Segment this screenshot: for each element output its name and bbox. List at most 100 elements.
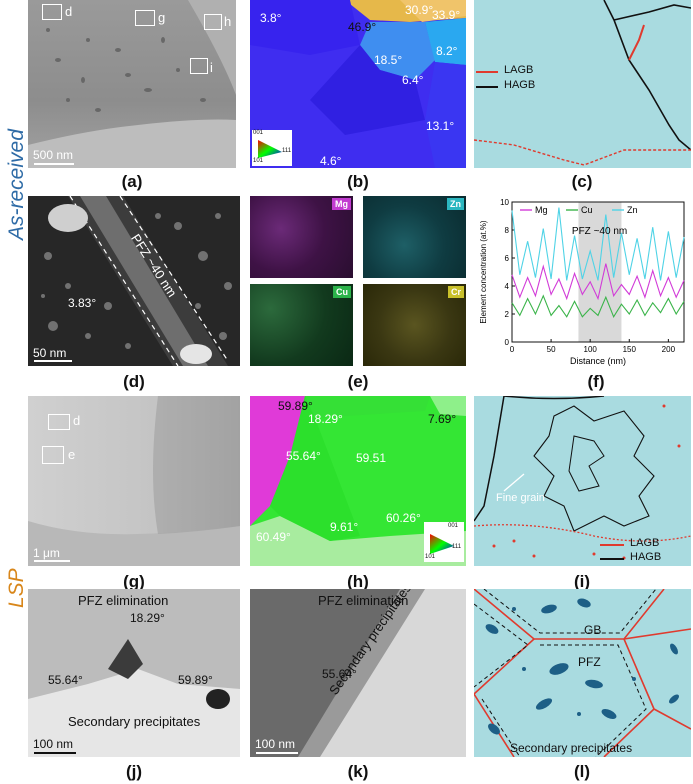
lagb-line-icon bbox=[476, 71, 498, 73]
pfz-annotation: PFZ ~40 nm bbox=[572, 226, 627, 237]
panel-e-label-cu: Cu bbox=[333, 286, 351, 298]
panel-h-angle-1: 59.89° bbox=[278, 399, 313, 413]
caption-d: (d) bbox=[123, 372, 145, 391]
panel-a-box-label-d: d bbox=[65, 4, 73, 19]
panel-h-key-top: 001 bbox=[448, 523, 459, 529]
y-tick-label: 10 bbox=[500, 198, 509, 207]
panel-a-box-label-g: g bbox=[158, 10, 166, 25]
panel-j-scale-bar bbox=[34, 752, 76, 754]
panel-g-box-e bbox=[42, 446, 64, 464]
x-tick-label: 100 bbox=[584, 345, 598, 354]
panel-d-scale-label: 50 nm bbox=[33, 346, 67, 360]
caption-f: (f) bbox=[587, 372, 605, 391]
panel-b-angle-1: 3.8° bbox=[260, 11, 282, 25]
panel-k-microstructure bbox=[250, 589, 466, 757]
x-tick-label: 150 bbox=[623, 345, 637, 354]
panel-b-key-bottom: 101 bbox=[253, 158, 264, 164]
panel-a-box-label-h: h bbox=[224, 14, 232, 29]
panel-e-eds-mg: Mg bbox=[250, 196, 353, 278]
panel-b-angle-2: 30.9° bbox=[405, 3, 434, 17]
ipf-triangle-icon bbox=[258, 140, 282, 158]
panel-c-legend-hagb: HAGB bbox=[504, 79, 536, 91]
panel-j-microstructure bbox=[28, 589, 240, 757]
caption-a: (a) bbox=[121, 172, 143, 191]
series-line-zn bbox=[511, 207, 685, 281]
x-axis-label: Distance (nm) bbox=[570, 356, 626, 366]
panel-i-boundary-map: Fine grain LAGB HAGB bbox=[474, 396, 691, 566]
panel-g-box-d bbox=[48, 414, 70, 430]
hagb-line-icon bbox=[476, 86, 498, 88]
x-tick-label: 200 bbox=[662, 345, 676, 354]
panel-h-ebsd-map: 59.89° 18.29° 7.69° 55.64° 59.51 60.49° … bbox=[250, 396, 466, 566]
legend-label-cu: Cu bbox=[581, 205, 593, 215]
panel-g-scale-bar bbox=[34, 560, 70, 562]
side-label-as-received: As-received bbox=[5, 129, 28, 240]
panel-h-ipf-key: 001 111 101 bbox=[424, 522, 464, 562]
panel-a-microstructure bbox=[28, 0, 236, 168]
panel-b-key-right: 111 bbox=[282, 148, 292, 154]
panel-b-angle-6: 8.2° bbox=[436, 44, 458, 58]
panel-g-box-label-e: e bbox=[68, 447, 76, 462]
panel-c-boundary-map: LAGB HAGB bbox=[474, 0, 691, 168]
panel-l-gb-label: GB bbox=[584, 623, 602, 637]
panel-a-box-label-i: i bbox=[210, 60, 213, 75]
panel-f-line-chart: 0 50 100 150 200 0 2 4 6 8 10 Distance (nm) Element … bbox=[476, 190, 693, 375]
legend-label-mg: Mg bbox=[535, 205, 548, 215]
panel-k-angle: 55.64° bbox=[322, 667, 357, 681]
panel-b-ipf-key: 001 111 101 bbox=[252, 130, 292, 166]
panel-a-box-g bbox=[135, 10, 155, 26]
y-tick-label: 6 bbox=[505, 254, 510, 263]
panel-d-pfz bbox=[41, 196, 232, 366]
panel-k-tem-image: PFZ elimination 55.64° Secondary precipi… bbox=[250, 589, 466, 757]
panel-l-pfz-label: PFZ bbox=[578, 655, 601, 669]
panel-d-stem-image: PFZ ~40 nm 3.83° 50 nm bbox=[28, 196, 240, 366]
panel-c-legend: LAGB HAGB bbox=[476, 64, 566, 96]
panel-h-grains bbox=[250, 396, 466, 566]
panel-h-angle-3: 7.69° bbox=[428, 412, 457, 426]
y-tick-label: 0 bbox=[505, 338, 510, 347]
plot-frame bbox=[511, 201, 685, 343]
panel-d-angle: 3.83° bbox=[68, 296, 97, 310]
series-line-cu bbox=[511, 294, 685, 319]
y-axis-label: Element concentration (at.%) bbox=[479, 220, 488, 323]
panel-b-angle-4: 46.9° bbox=[348, 20, 377, 34]
series-line-mg bbox=[511, 263, 685, 301]
panel-i-legend-lagb: LAGB bbox=[630, 537, 660, 549]
caption-j: (j) bbox=[125, 762, 143, 781]
panel-c-legend-lagb: LAGB bbox=[504, 64, 534, 76]
panel-i-boundaries bbox=[474, 396, 691, 560]
ipf-triangle-icon bbox=[430, 534, 454, 554]
panel-b-key-top: 001 bbox=[253, 130, 264, 136]
panel-e-eds-cr: Cr bbox=[363, 284, 466, 366]
panel-h-angle-7: 9.61° bbox=[330, 520, 359, 534]
panel-e-eds-zn: Zn bbox=[363, 196, 466, 278]
caption-e: (e) bbox=[347, 372, 369, 391]
panel-c-boundaries bbox=[474, 0, 691, 166]
panel-h-key-bottom: 101 bbox=[425, 554, 436, 560]
panel-e-label-mg: Mg bbox=[332, 198, 351, 210]
panel-l-diagram bbox=[474, 589, 691, 757]
panel-b-angle-3: 33.9° bbox=[432, 8, 461, 22]
panel-e-label-cr: Cr bbox=[447, 286, 464, 298]
panel-i-fine-grain-label: Fine grain bbox=[496, 492, 545, 504]
panel-b-angle-7: 6.4° bbox=[402, 73, 424, 87]
panel-b-angle-5: 18.5° bbox=[374, 53, 403, 67]
caption-c: (c) bbox=[571, 172, 593, 191]
panel-j-angle-1: 18.29° bbox=[130, 611, 165, 625]
caption-b: (b) bbox=[347, 172, 369, 191]
panel-l-secondary: Secondary precipitates bbox=[510, 741, 633, 755]
caption-g: (g) bbox=[123, 572, 145, 591]
panel-b-angle-9: 4.6° bbox=[320, 154, 342, 168]
panel-a-box-i bbox=[190, 58, 208, 74]
panel-a-scale-label: 500 nm bbox=[33, 148, 74, 162]
caption-k: (k) bbox=[347, 762, 369, 781]
caption-h: (h) bbox=[347, 572, 369, 591]
panel-i-legend: LAGB HAGB bbox=[600, 537, 690, 566]
hagb-line-icon bbox=[600, 558, 624, 560]
x-tick-label: 0 bbox=[510, 345, 515, 354]
caption-i: (i) bbox=[573, 572, 591, 591]
panel-b-grains bbox=[250, 0, 466, 168]
panel-k-scale-bar bbox=[256, 752, 298, 754]
panel-j-secondary: Secondary precipitates bbox=[68, 714, 201, 729]
y-tick-label: 8 bbox=[505, 226, 510, 235]
